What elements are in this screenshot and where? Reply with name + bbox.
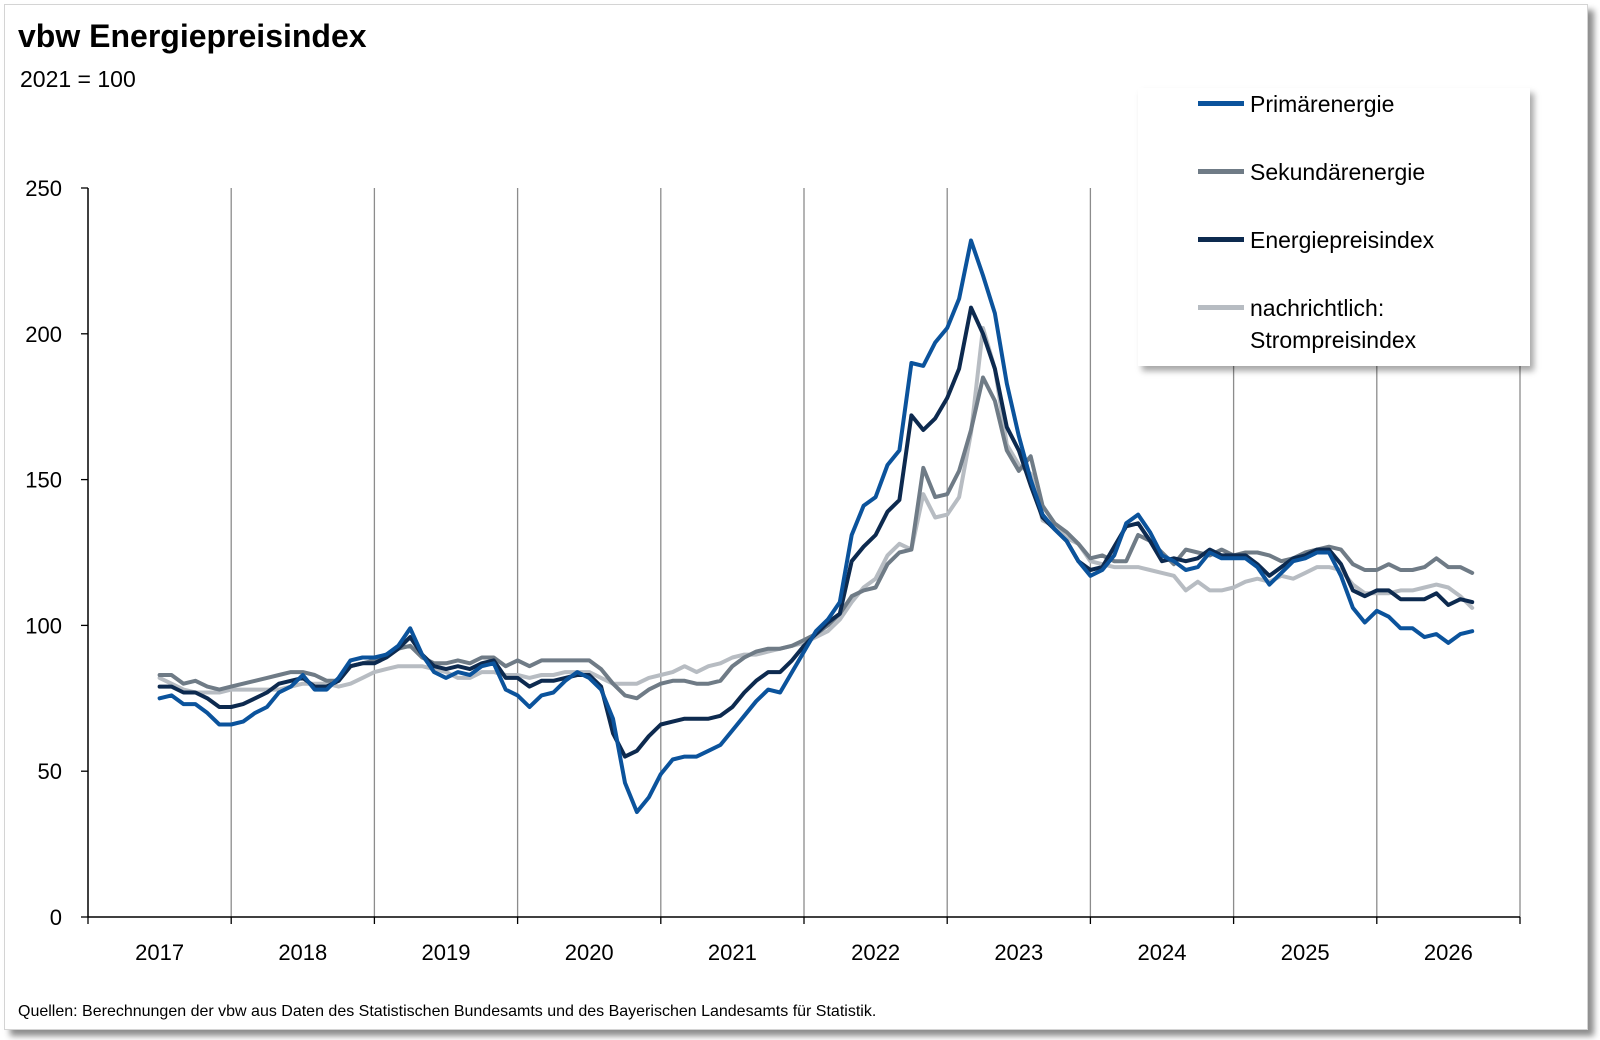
legend-swatch [1198,237,1244,242]
x-tick-label: 2019 [422,940,471,965]
chart-subtitle: 2021 = 100 [20,66,136,92]
series-line-3 [157,326,1475,695]
y-tick-label: 200 [25,322,62,347]
series-line-2 [157,305,1475,759]
y-tick-label: 0 [50,905,62,930]
y-tick-label: 100 [25,613,62,638]
tick-labels: 0 50 100 150 200 250 2017 2018 2019 2020 2021 2022 2… [25,176,1473,965]
legend-label: Sekundärenergie [1250,159,1426,185]
x-tick-label: 2026 [1424,940,1473,965]
legend-label: Primärenergie [1250,91,1395,117]
x-tick-label: 2024 [1138,940,1187,965]
y-tick-label: 50 [38,759,62,784]
legend-item: Energiepreisindex [1198,224,1530,256]
series-lines [157,238,1475,814]
y-tick-label: 250 [25,176,62,201]
x-tick-label: 2018 [278,940,327,965]
x-tick-label: 2021 [708,940,757,965]
x-tick-label: 2020 [565,940,614,965]
legend-swatch [1198,101,1244,106]
source-note: Quellen: Berechnungen der vbw aus Daten … [18,1003,877,1020]
series-line-0 [157,238,1475,814]
legend-label: nachrichtlich: Strompreisindex [1250,295,1417,353]
chart-title: vbw Energiepreisindex [18,18,367,54]
legend-swatch [1198,305,1244,310]
x-tick-label: 2017 [135,940,184,965]
x-tick-label: 2023 [994,940,1043,965]
legend-item: Sekundärenergie [1198,156,1530,188]
x-tick-label: 2025 [1281,940,1330,965]
legend-swatch [1198,169,1244,174]
x-tick-label: 2022 [851,940,900,965]
legend: Primärenergie Sekundärenergie Energiepreis… [1138,88,1530,366]
axes [81,187,1521,924]
legend-item: nachrichtlich: Strompreisindex [1198,292,1530,356]
series-line-1 [157,375,1475,701]
y-tick-label: 150 [25,468,62,493]
legend-item: Primärenergie [1198,88,1530,120]
legend-label: Energiepreisindex [1250,227,1435,253]
